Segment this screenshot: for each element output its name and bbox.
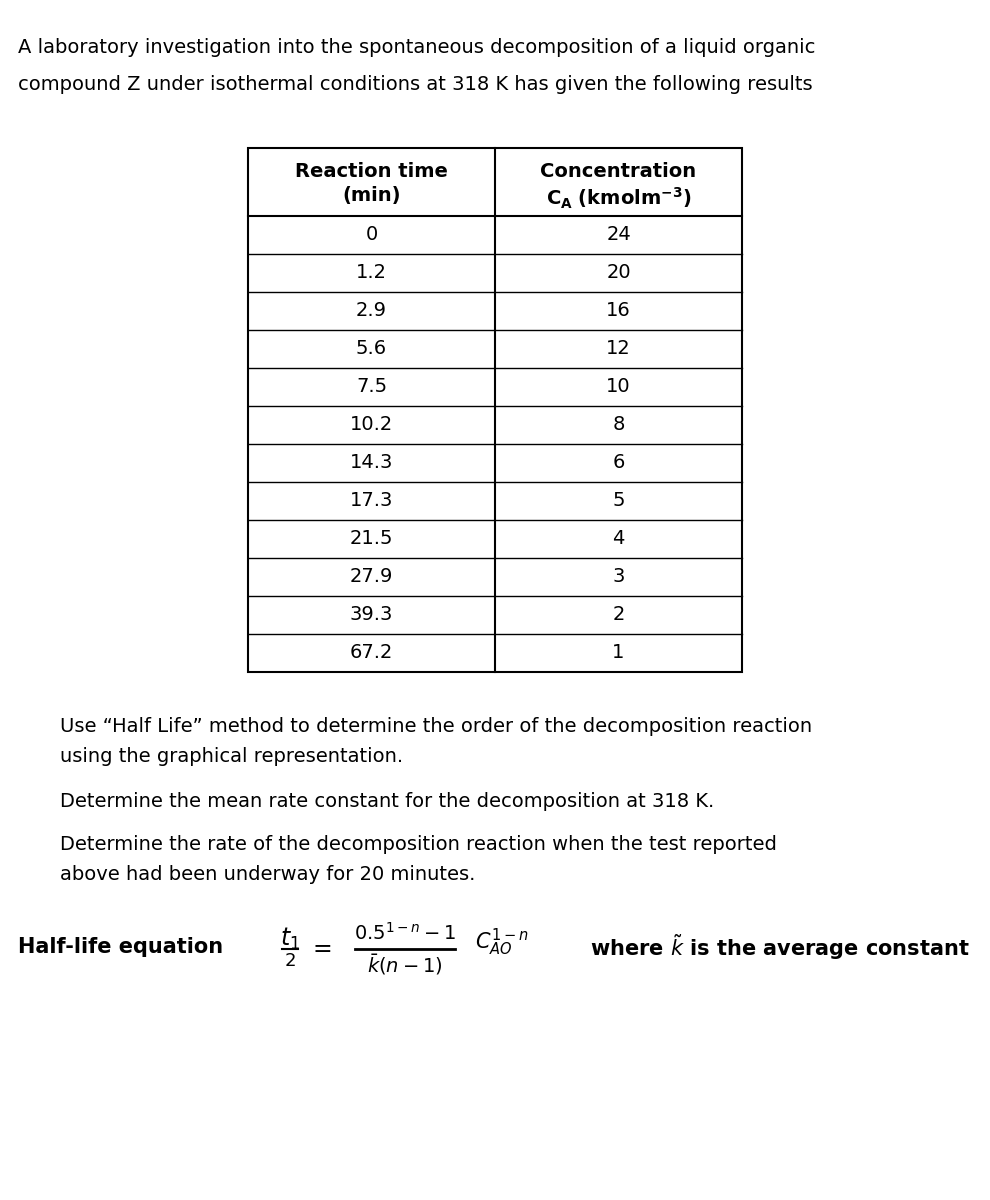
Bar [248, 148, 742, 672]
Text: 0: 0 [365, 226, 377, 245]
Text: $2$: $2$ [284, 952, 296, 970]
Text: $C_{AO}^{1-n}$: $C_{AO}^{1-n}$ [475, 926, 529, 958]
Text: 20: 20 [606, 264, 631, 282]
Text: $=$: $=$ [308, 935, 332, 959]
Text: 24: 24 [606, 226, 631, 245]
Text: Concentration: Concentration [541, 162, 697, 181]
Text: 3: 3 [612, 568, 625, 587]
Text: 6: 6 [612, 454, 625, 473]
Text: 5: 5 [612, 492, 625, 510]
Text: (min): (min) [343, 186, 401, 205]
Text: 27.9: 27.9 [349, 568, 393, 587]
Text: A laboratory investigation into the spontaneous decomposition of a liquid organi: A laboratory investigation into the spon… [18, 38, 816, 56]
Text: 10.2: 10.2 [349, 415, 393, 434]
Text: Use “Half Life” method to determine the order of the decomposition reaction: Use “Half Life” method to determine the … [60, 716, 812, 736]
Text: 2.9: 2.9 [356, 301, 387, 320]
Text: 1.2: 1.2 [356, 264, 387, 282]
Text: 1: 1 [612, 643, 625, 662]
Text: 14.3: 14.3 [349, 454, 393, 473]
Text: using the graphical representation.: using the graphical representation. [60, 746, 403, 766]
Text: 2: 2 [612, 606, 625, 624]
Text: $\mathbf{C_A}$ $\mathbf{(kmolm^{-3})}$: $\mathbf{C_A}$ $\mathbf{(kmolm^{-3})}$ [545, 186, 691, 211]
Text: 4: 4 [612, 529, 625, 548]
Text: compound Z under isothermal conditions at 318 K has given the following results: compound Z under isothermal conditions a… [18, 74, 813, 94]
Text: $0.5^{1-n}-1$: $0.5^{1-n}-1$ [353, 922, 456, 944]
Text: above had been underway for 20 minutes.: above had been underway for 20 minutes. [60, 865, 475, 884]
Text: 67.2: 67.2 [349, 643, 393, 662]
Text: 17.3: 17.3 [349, 492, 393, 510]
Text: 7.5: 7.5 [356, 378, 387, 396]
Text: 5.6: 5.6 [356, 340, 387, 359]
Text: Reaction time: Reaction time [295, 162, 447, 181]
Text: 21.5: 21.5 [349, 529, 393, 548]
Text: $t_1$: $t_1$ [280, 926, 300, 952]
Text: 12: 12 [606, 340, 631, 359]
Text: 39.3: 39.3 [349, 606, 393, 624]
Text: where $\tilde{k}$ is the average constant: where $\tilde{k}$ is the average constan… [590, 932, 969, 962]
Text: 8: 8 [612, 415, 625, 434]
Text: Half-life equation: Half-life equation [18, 937, 223, 958]
Text: $\bar{k}(n-1)$: $\bar{k}(n-1)$ [367, 953, 443, 978]
Text: 16: 16 [606, 301, 631, 320]
Text: Determine the rate of the decomposition reaction when the test reported: Determine the rate of the decomposition … [60, 835, 777, 854]
Text: Determine the mean rate constant for the decomposition at 318 K.: Determine the mean rate constant for the… [60, 792, 714, 811]
Text: 10: 10 [606, 378, 631, 396]
